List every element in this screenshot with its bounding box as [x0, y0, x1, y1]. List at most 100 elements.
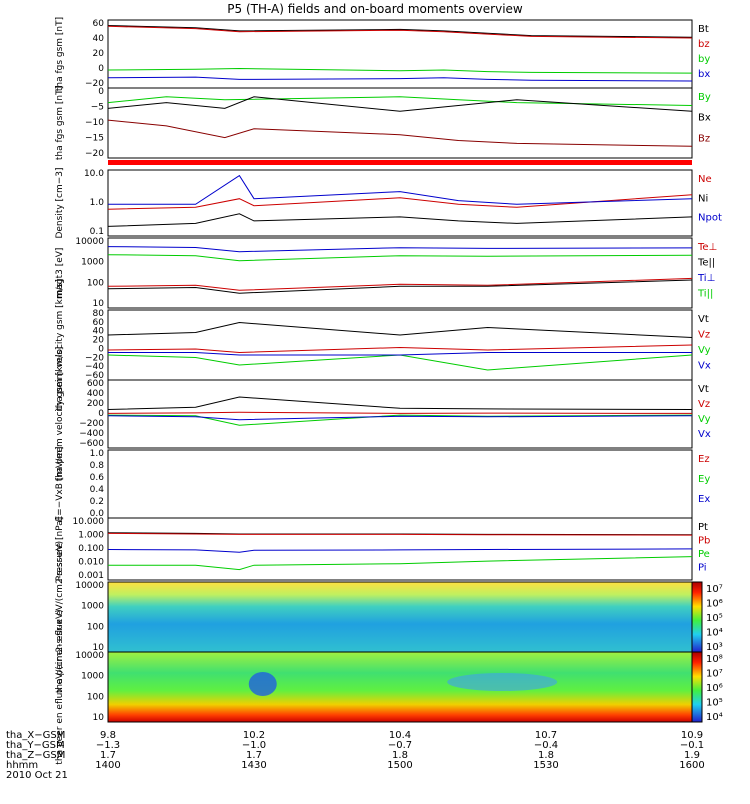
panel-frame	[107, 19, 693, 89]
legend-label: by	[698, 54, 710, 65]
colorbar-label: 10⁶	[706, 683, 723, 694]
series-line	[108, 352, 692, 356]
legend-label: Pb	[698, 536, 710, 547]
legend-label: Ey	[698, 474, 710, 485]
panel-1: By Bx Bz 0 −5 −10 −15 −20 tha fgs gsm [nT]	[55, 86, 711, 160]
legend-label: Bz	[698, 133, 710, 144]
legend-label: Vt	[698, 314, 709, 325]
series-line	[107, 344, 693, 354]
panel-3: Te⊥ Te|| Ti⊥ Ti|| 10000 1000 100 10 magt3 [eV]	[55, 237, 717, 309]
colorbar-label: 10⁷	[706, 669, 723, 680]
panel-2: Ne Ni Npot 10.0 1.0 0.1 Density [cm−3]	[55, 167, 722, 238]
y-tick-label: 0.8	[90, 461, 105, 471]
orbit-value: 1500	[387, 760, 412, 771]
series-line	[107, 354, 693, 371]
series-line	[107, 548, 693, 553]
y-tick-label: 100	[87, 278, 104, 288]
orbit-value: −1.0	[242, 740, 266, 751]
panel-frame	[107, 87, 693, 159]
y-axis-label: tha peer en eflux eV/(cm2-s-sr-eV)	[55, 609, 65, 764]
y-tick-label: 10000	[75, 237, 104, 247]
y-tick-label: 0	[98, 87, 104, 97]
orbit-value: −1.3	[96, 740, 120, 751]
heatmap-feature	[447, 673, 558, 691]
series-line	[107, 96, 693, 112]
legend-label: Pt	[698, 522, 708, 533]
orbit-value: 1.9	[684, 750, 700, 761]
y-tick-label: −20	[85, 79, 104, 89]
y-tick-label: 600	[87, 379, 104, 389]
legend-label: Ti⊥	[697, 273, 715, 284]
y-tick-label: −40	[85, 362, 104, 372]
orbit-value: −0.4	[534, 740, 558, 751]
y-tick-label: −20	[85, 353, 104, 363]
orbit-value: 1400	[95, 760, 120, 771]
y-axis-label: tha peir en eflux eV/(cm2-s-sr-eV)	[55, 541, 65, 693]
y-tick-label: 200	[87, 399, 104, 409]
y-tick-label: 10	[93, 643, 105, 653]
series-line	[107, 277, 693, 291]
legend-label: By	[698, 92, 711, 103]
y-tick-label: 10.0	[84, 169, 104, 179]
panel-9: 10⁸ 10⁷ 10⁶ 10⁵ 10⁴ 10000 1000 100 10 tha peer en…	[55, 609, 723, 764]
y-tick-label: 0.6	[90, 473, 105, 483]
y-tick-label: −20	[85, 149, 104, 159]
heatmap-spectrogram	[108, 652, 692, 722]
legend-label: Ni	[698, 193, 708, 204]
orbit-value: 1.8	[538, 750, 554, 761]
orbit-row-label: hhmm	[6, 760, 38, 771]
y-tick-label: 100	[87, 622, 104, 632]
y-tick-label: 0.4	[90, 485, 105, 495]
legend-label: Te||	[697, 258, 715, 269]
legend-label: Ne	[698, 174, 712, 185]
y-tick-label: 0.2	[90, 497, 104, 507]
legend-label: Vz	[698, 399, 710, 410]
legend-label: Vx	[698, 361, 711, 372]
legend-label: Pi	[698, 563, 707, 574]
heatmap-feature	[248, 672, 277, 696]
y-tick-label: 0.100	[78, 544, 104, 554]
y-tick-label: 60	[93, 318, 105, 328]
series-line	[107, 96, 693, 106]
y-axis-label: tha fgs gsm [nT]	[55, 17, 65, 91]
series-line	[107, 414, 693, 426]
orbit-row-label: tha_Z−GSM	[6, 750, 65, 761]
colorbar-label: 10³	[706, 642, 723, 653]
orbit-value: 1600	[679, 760, 704, 771]
y-tick-label: 20	[93, 336, 105, 346]
orbit-row-label: tha_X−GSM	[6, 730, 65, 741]
legend-label: Ex	[698, 494, 710, 505]
series-line	[108, 556, 693, 571]
y-axis-label: Density [cm−3]	[55, 167, 65, 238]
panel-frame	[107, 449, 693, 519]
y-tick-label: 10	[93, 299, 105, 309]
y-tick-label: −200	[79, 419, 104, 429]
y-tick-label: 0.010	[78, 558, 104, 568]
y-tick-label: −10	[85, 118, 104, 128]
legend-label: Ti||	[697, 289, 713, 300]
y-tick-label: 1000	[81, 672, 104, 682]
series-line	[107, 396, 693, 410]
series-line	[107, 321, 693, 338]
orbit-value: 10.7	[535, 730, 557, 741]
y-tick-label: 1.0	[90, 198, 105, 208]
orbit-value: −0.7	[388, 740, 412, 751]
series-line	[107, 25, 693, 38]
orbit-value: 1530	[533, 760, 558, 771]
series-line	[108, 174, 693, 205]
panel-frame	[107, 309, 693, 381]
series-line	[107, 246, 693, 253]
y-tick-label: 20	[93, 49, 105, 59]
colorbar-label: 10⁴	[706, 712, 723, 723]
series-line	[107, 67, 693, 74]
series-line	[107, 279, 693, 294]
y-axis-label: tha fgs gsm [nT]	[55, 86, 65, 160]
y-tick-label: 60	[93, 19, 105, 29]
y-tick-label: 0.001	[78, 571, 104, 581]
orbit-value: 1430	[241, 760, 266, 771]
colorbar-label: 10⁷	[706, 584, 723, 595]
